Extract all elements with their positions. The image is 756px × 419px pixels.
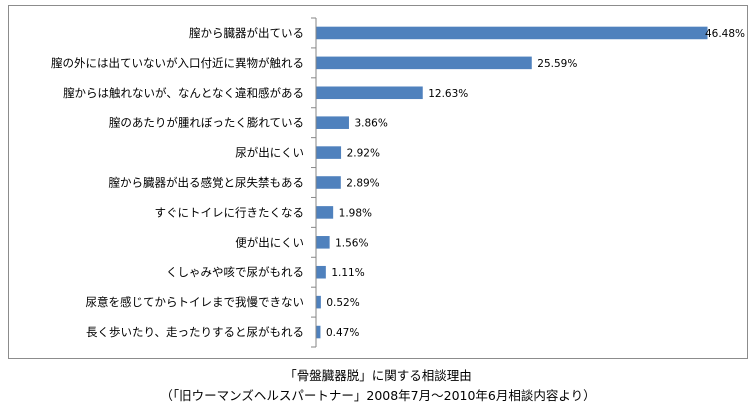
bar-chart: 膣から臓器が出ている膣の外には出ていないが入口付近に異物が触れる膣からは触れない… [51, 17, 745, 348]
category-label: 膣から臓器が出ている [189, 26, 304, 40]
category-label: 膣の外には出ていないが入口付近に異物が触れる [51, 56, 304, 70]
bar [316, 56, 532, 70]
category-label: 膣のあたりが腫れぼったく膨れている [109, 116, 304, 130]
category-label: 尿が出にくい [235, 146, 304, 160]
value-label: 0.47% [326, 327, 359, 339]
bar [316, 176, 341, 189]
value-labels: 46.48% 25.59% 12.63% 3.86% 2.92% 2.89% 1.98% 1.… [326, 28, 745, 339]
category-labels: 膣から臓器が出ている膣の外には出ていないが入口付近に異物が触れる膣からは触れない… [51, 26, 304, 339]
value-label: 3.86% [354, 118, 387, 130]
value-label: 0.52% [326, 297, 359, 309]
category-label: 長く歩いたり、走ったりすると尿がもれる [86, 325, 304, 339]
value-label: 1.98% [339, 207, 372, 219]
category-label: すぐにトイレに行きたくなる [155, 205, 305, 219]
value-label: 12.63% [428, 88, 468, 100]
bar [316, 295, 321, 309]
value-label: 2.89% [346, 178, 379, 190]
bar [316, 325, 321, 339]
value-label: 25.59% [537, 58, 577, 70]
chart-caption: 「骨盤臓器脱」に関する相談理由 （「旧ウーマンズヘルスパートナー」2008年7月… [0, 366, 756, 406]
caption-title: 「骨盤臓器脱」に関する相談理由 [284, 368, 472, 383]
bar [316, 265, 326, 279]
bar [316, 236, 330, 249]
bar [316, 26, 708, 40]
bar [316, 86, 423, 100]
bar [316, 206, 334, 219]
value-label: 46.48% [705, 28, 745, 40]
caption-source: （「旧ウーマンズヘルスパートナー」2008年7月～2010年6月相談内容より） [160, 388, 596, 403]
value-label: 1.56% [335, 237, 368, 249]
chart-frame: 膣から臓器が出ている膣の外には出ていないが入口付近に異物が触れる膣からは触れない… [8, 5, 748, 359]
bar [316, 116, 349, 129]
value-label: 2.92% [347, 148, 380, 160]
bar [316, 146, 342, 159]
value-label: 1.11% [331, 267, 364, 279]
bars [316, 26, 708, 339]
category-label: 膣からは触れないが、なんとなく違和感がある [63, 86, 304, 100]
category-label: 便が出にくい [235, 235, 304, 249]
category-label: 膣から臓器が出る感覚と尿失禁もある [109, 176, 305, 190]
y-axis-ticks [311, 17, 316, 348]
category-label: 尿意を感じてからトイレまで我慢できない [86, 295, 305, 309]
category-label: くしゃみや咳で尿がもれる [166, 265, 304, 279]
